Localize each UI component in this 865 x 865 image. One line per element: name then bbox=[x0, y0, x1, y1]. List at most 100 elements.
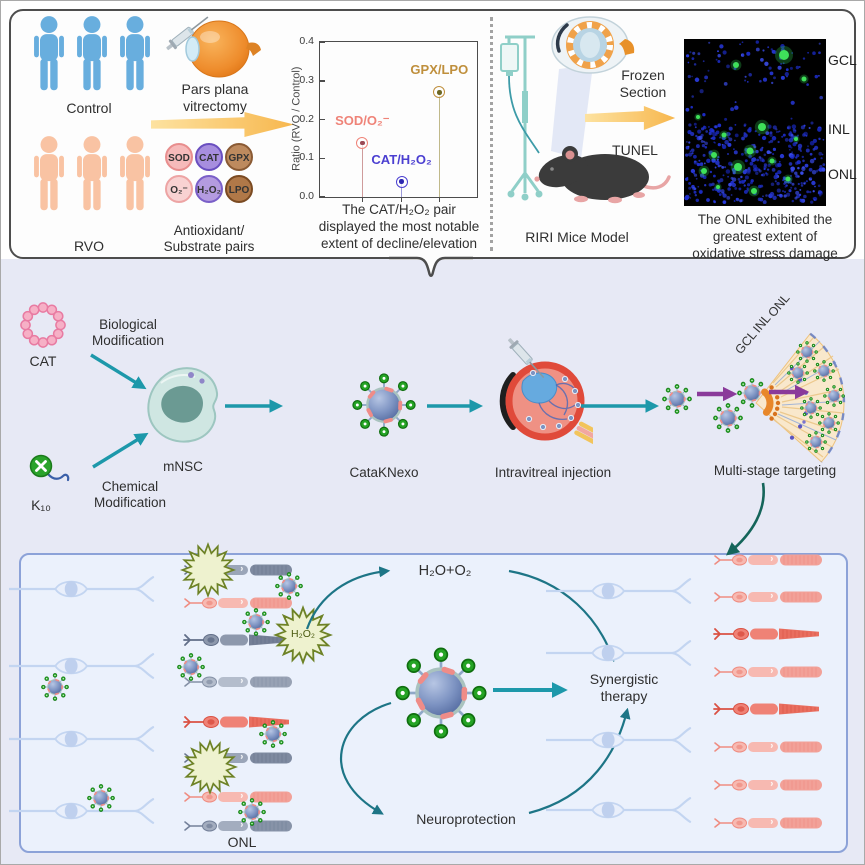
bio-modification-label: Biological Modification bbox=[91, 317, 165, 349]
micrograph-dots bbox=[684, 40, 826, 205]
rvo-label: RVO bbox=[73, 238, 105, 254]
ros-starburst-1 bbox=[181, 543, 235, 597]
chart-ytick-mark bbox=[320, 157, 325, 159]
photoreceptor-cone-healthy bbox=[714, 703, 819, 715]
neuron-right-4 bbox=[546, 798, 691, 822]
antioxidant-sod: SOD bbox=[165, 143, 193, 171]
ros-starburst-3 bbox=[183, 740, 237, 794]
photoreceptor-rod-healthy bbox=[714, 740, 823, 754]
substrate-o2: O₂⁻ bbox=[165, 175, 193, 203]
chart-point bbox=[356, 136, 369, 149]
arrow-bio-to-mnsc bbox=[90, 353, 147, 390]
cat-label: CAT bbox=[29, 353, 57, 369]
arrow-targeting-to-bottom bbox=[726, 482, 765, 556]
chart-ytick: 0.1 bbox=[299, 151, 314, 164]
chart-point bbox=[433, 86, 446, 99]
chart-xtick-mark bbox=[438, 197, 441, 202]
cataknexo-nanoparticle-icon bbox=[352, 373, 416, 437]
chart-plot-area: 0.0 0.1 0.2 0.3 0.4 SOD/O₂⁻ CAT/H₂O₂ GPX/LPO bbox=[299, 35, 478, 202]
retina-fan-icon: GCL INL ONL bbox=[732, 291, 846, 463]
eye-syringe-icon bbox=[163, 11, 261, 78]
photoreceptor-rod-healthy bbox=[714, 665, 823, 679]
photoreceptor-rod-healthy bbox=[714, 816, 823, 830]
chart-ytick-mark bbox=[320, 41, 325, 43]
iv-stand-icon bbox=[500, 35, 543, 201]
arrow-purple-1 bbox=[697, 386, 738, 402]
chart-stem bbox=[400, 181, 403, 197]
photoreceptor-rod-healthy bbox=[714, 553, 823, 567]
nanoparticle bbox=[238, 798, 266, 826]
arrow-cataknexo-to-injection bbox=[427, 399, 484, 413]
micro-caption: The ONL exhibited the greatest extent of… bbox=[692, 212, 838, 261]
fan-label-onl: ONL bbox=[765, 291, 792, 320]
arrow-chem-to-mnsc bbox=[92, 432, 149, 469]
substrate-h2o2: H₂O₂ bbox=[195, 175, 223, 203]
layer-label-inl: INL bbox=[828, 121, 850, 137]
nanoparticle bbox=[259, 720, 287, 748]
chart-ytick-mark bbox=[320, 118, 325, 121]
neuron-left-2 bbox=[9, 654, 154, 678]
synergy-label: Synergistic therapy bbox=[589, 671, 659, 705]
layer-label-onl: ONL bbox=[828, 166, 857, 182]
photoreceptor-cone-healthy bbox=[184, 716, 289, 728]
substrate-lpo: LPO bbox=[225, 175, 253, 203]
control-group-icon bbox=[34, 16, 150, 91]
chart-xtick-mark bbox=[400, 197, 403, 202]
chart-point-core bbox=[360, 140, 365, 146]
arc-h2o2-to-product bbox=[305, 566, 391, 630]
nanoparticle bbox=[87, 784, 115, 812]
cat-enzyme-icon bbox=[20, 302, 66, 348]
arrow-purple-2 bbox=[769, 384, 810, 400]
eye-section-icon bbox=[551, 16, 635, 74]
chart-point-label: CAT/H₂O₂ bbox=[371, 151, 432, 167]
product-label: H₂O+O₂ bbox=[418, 563, 472, 579]
arrow-right-yellow-2 bbox=[585, 106, 676, 130]
chart-point-core bbox=[399, 179, 404, 184]
riri-model-label: RIRI Mice Model bbox=[525, 229, 629, 245]
neuron-right-3 bbox=[546, 728, 691, 752]
tunel-micrograph bbox=[684, 39, 826, 206]
mnsc-cell-icon bbox=[147, 367, 219, 443]
photoreceptor-cone-healthy bbox=[714, 628, 819, 640]
chart-ytick-mark bbox=[320, 80, 325, 82]
arc-np-to-neuroprotection bbox=[339, 701, 392, 815]
panel-divider bbox=[490, 17, 493, 251]
layer-label-gcl: GCL bbox=[828, 52, 857, 68]
nanoparticle-small-1 bbox=[662, 384, 692, 414]
frozen-section-label: Frozen Section bbox=[619, 67, 667, 101]
targeting-label: Multi-stage targeting bbox=[713, 463, 837, 478]
cataknexo-label: CataKNexo bbox=[349, 465, 419, 480]
tunel-label: TUNEL bbox=[612, 142, 658, 158]
chart-ytick: 0.4 bbox=[299, 35, 314, 47]
neuroprotection-label: Neuroprotection bbox=[416, 811, 516, 827]
arrow-right-yellow-1 bbox=[151, 112, 295, 137]
brace-notch bbox=[389, 256, 473, 277]
neuron-left-4 bbox=[9, 799, 154, 823]
neuron-left-3 bbox=[9, 727, 154, 751]
neuron-right-2 bbox=[546, 641, 691, 665]
chart-ytick: 0.0 bbox=[299, 190, 314, 202]
light-cone bbox=[551, 65, 593, 159]
chart-xtick-mark bbox=[361, 197, 364, 202]
photoreceptor-rod-healthy bbox=[714, 590, 823, 604]
mnsc-label: mNSC bbox=[163, 459, 203, 474]
nanoparticle-central bbox=[395, 647, 487, 739]
neuron-right-1 bbox=[546, 579, 691, 603]
chart-point-core bbox=[437, 90, 442, 95]
vitrectomy-label: Pars plana vitrectomy bbox=[181, 81, 249, 115]
chart-stem bbox=[438, 92, 441, 197]
photoreceptor-rod-healthy bbox=[714, 778, 823, 792]
pairs-title: Antioxidant/ Substrate pairs bbox=[163, 223, 255, 255]
k10-label: K₁₀ bbox=[31, 497, 51, 513]
h2o2-label: H₂O₂ bbox=[291, 628, 315, 640]
chart-ytick: 0.2 bbox=[299, 112, 314, 125]
arrow-injection-to-np bbox=[581, 399, 660, 413]
control-label: Control bbox=[66, 100, 112, 116]
fan-label-gcl: GCL bbox=[732, 328, 759, 357]
injection-eye-icon bbox=[499, 335, 593, 446]
onl-label: ONL bbox=[227, 834, 257, 850]
antioxidant-cat: CAT bbox=[195, 143, 223, 171]
chart-point bbox=[395, 175, 408, 188]
rvo-group-icon bbox=[34, 136, 150, 211]
